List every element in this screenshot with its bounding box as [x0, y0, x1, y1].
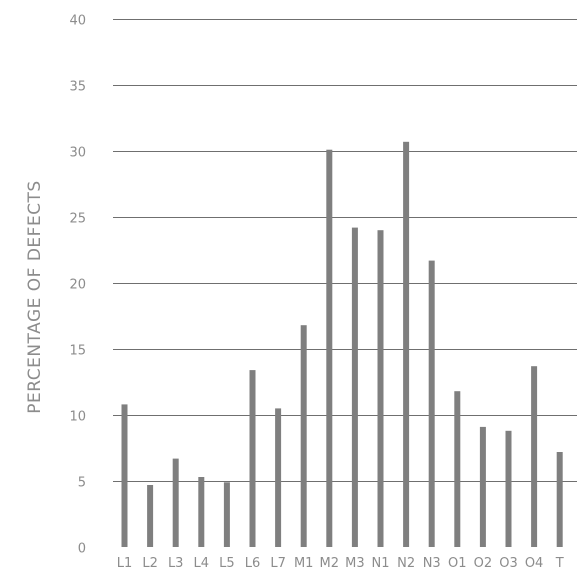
x-tick-label-L7: L7 — [270, 556, 286, 571]
x-tick-label-M2: M2 — [320, 556, 340, 571]
bar-L1 — [121, 404, 128, 547]
y-tick-label: 15 — [69, 344, 86, 359]
bar-L6 — [249, 370, 256, 547]
bar-L4 — [198, 477, 205, 547]
bar-O2 — [479, 426, 486, 547]
bar-O3 — [505, 430, 512, 547]
y-tick-label: 0 — [78, 542, 86, 557]
y-tick-label: 5 — [78, 476, 86, 491]
x-tick-label-O3: O3 — [499, 556, 518, 571]
x-tick-label-T: T — [555, 556, 564, 571]
x-tick-label-O2: O2 — [474, 556, 493, 571]
bar-M2 — [326, 149, 333, 547]
x-tick-label-L2: L2 — [142, 556, 158, 571]
x-tick-label-M1: M1 — [294, 556, 314, 571]
y-tick-label: 25 — [69, 212, 86, 227]
bars — [121, 141, 563, 548]
x-tick-label-O1: O1 — [448, 556, 467, 571]
bar-T — [556, 452, 563, 547]
bar-N1 — [377, 230, 384, 547]
y-tick-label: 35 — [69, 80, 86, 95]
bar-N3 — [428, 260, 435, 547]
x-tick-label-L4: L4 — [194, 556, 210, 571]
bar-N2 — [403, 141, 410, 548]
x-tick-label-N1: N1 — [372, 556, 390, 571]
x-tick-label-L3: L3 — [168, 556, 184, 571]
y-tick-label: 30 — [69, 146, 86, 161]
x-tick-label-O4: O4 — [525, 556, 544, 571]
bar-O4 — [531, 366, 538, 547]
x-axis-tick-labels: L1 L2 L3 L4 L5 L6 L7 M1 M2 M3 N1 N2 N3 O1 O2 O3 O4 T — [117, 556, 564, 571]
x-tick-label-N2: N2 — [397, 556, 415, 571]
x-tick-label-L6: L6 — [245, 556, 261, 571]
y-tick-label: 40 — [69, 14, 86, 29]
x-tick-label-L1: L1 — [117, 556, 133, 571]
bar-L5 — [223, 482, 230, 547]
bar-M1 — [300, 325, 307, 547]
y-axis-tick-labels: 0 5 10 15 20 25 30 35 40 — [69, 14, 86, 557]
y-axis-title: PERCENTAGE OF DEFECTS — [25, 180, 45, 413]
bar-L7 — [275, 408, 282, 547]
bar-O1 — [454, 391, 461, 547]
y-tick-label: 20 — [69, 278, 86, 293]
bar-L3 — [172, 458, 179, 547]
gridlines — [113, 19, 577, 482]
y-tick-label: 10 — [69, 410, 86, 425]
x-tick-label-M3: M3 — [345, 556, 365, 571]
x-tick-label-N3: N3 — [423, 556, 441, 571]
x-tick-label-L5: L5 — [219, 556, 235, 571]
bar-L2 — [147, 485, 154, 547]
bar-M3 — [351, 227, 358, 547]
